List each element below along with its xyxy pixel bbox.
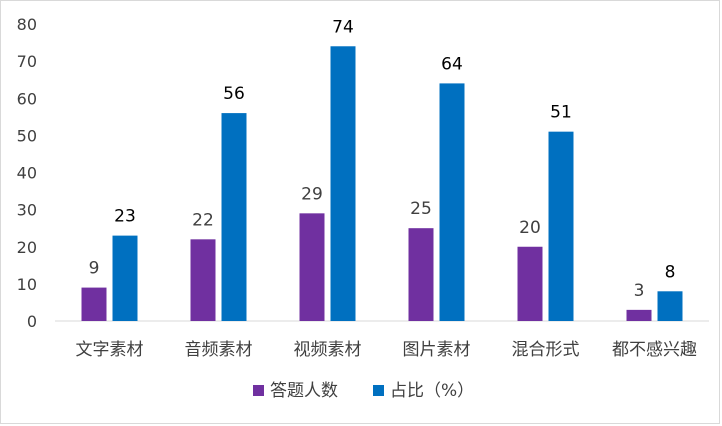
x-category-label: 视频素材 [294, 340, 362, 360]
y-tick-label: 40 [17, 164, 37, 183]
data-label: 51 [550, 103, 572, 123]
data-label: 8 [665, 262, 676, 282]
bar-percentage [548, 131, 574, 321]
data-label: 56 [223, 84, 245, 104]
y-tick-label: 80 [17, 15, 37, 34]
data-label: 23 [114, 207, 136, 227]
data-label: 9 [89, 259, 100, 279]
legend-label: 占比（%） [390, 381, 474, 401]
y-tick-label: 50 [17, 126, 37, 145]
bar-percentage [657, 291, 683, 321]
x-category-label: 图片素材 [403, 340, 471, 360]
y-axis-ticks: 0 10 20 30 40 50 60 70 80 [17, 15, 37, 331]
data-label: 74 [332, 17, 354, 37]
x-axis-categories: 文字素材 音频素材 视频素材 图片素材 混合形式 都不感兴趣 [76, 340, 698, 360]
data-label: 22 [192, 210, 214, 230]
legend-swatch [253, 385, 264, 396]
bar-respondents [299, 213, 325, 321]
y-tick-label: 20 [17, 238, 37, 257]
y-tick-label: 60 [17, 89, 37, 108]
y-tick-label: 10 [17, 275, 37, 294]
bars-group [81, 46, 683, 322]
legend: 答题人数 占比（%） [253, 381, 474, 401]
bar-respondents [81, 287, 107, 321]
data-label: 29 [301, 184, 323, 204]
x-category-label: 音频素材 [185, 340, 253, 360]
legend-swatch [373, 385, 384, 396]
data-label: 3 [634, 281, 645, 301]
bar-respondents [517, 246, 543, 321]
data-label: 25 [410, 199, 432, 219]
bar-percentage [439, 83, 465, 322]
legend-label: 答题人数 [270, 381, 338, 401]
bar-percentage [330, 46, 356, 322]
y-tick-label: 0 [27, 312, 37, 331]
x-category-label: 文字素材 [76, 340, 144, 360]
bar-percentage [112, 235, 138, 321]
x-category-label: 混合形式 [512, 340, 580, 360]
bar-respondents [626, 309, 652, 321]
data-label: 64 [441, 54, 463, 74]
data-labels-group: 9 23 22 56 29 74 25 64 20 51 38 [89, 17, 676, 301]
bar-respondents [408, 228, 434, 321]
data-label: 20 [519, 218, 541, 238]
bar-percentage [221, 113, 247, 321]
y-tick-label: 30 [17, 201, 37, 220]
x-category-label: 都不感兴趣 [612, 340, 697, 360]
bar-respondents [190, 239, 216, 321]
y-tick-label: 70 [17, 52, 37, 71]
